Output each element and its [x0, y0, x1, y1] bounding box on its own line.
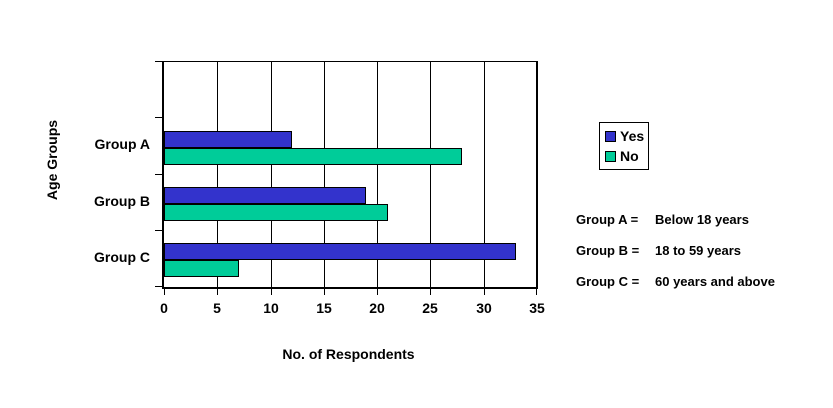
x-axis-tick-label: 5	[213, 300, 221, 316]
note-row-0: Group A = Below 18 years	[576, 204, 775, 235]
category-label-group-a: Group A	[94, 136, 150, 152]
x-axis-tick-label: 10	[263, 300, 279, 316]
major-gridline	[271, 62, 272, 287]
major-gridline	[217, 62, 218, 287]
note-text: 60 years and above	[655, 274, 775, 289]
x-axis-tick	[377, 289, 378, 295]
y-axis-tick	[155, 230, 162, 231]
bar-no-group-a	[164, 148, 462, 165]
legend-swatch-no-icon	[605, 150, 616, 162]
note-row-2: Group C = 60 years and above	[576, 266, 775, 297]
x-axis-title: No. of Respondents	[282, 346, 415, 362]
note-row-1: Group B = 18 to 59 years	[576, 235, 775, 266]
note-text: Below 18 years	[655, 212, 749, 227]
y-axis-tick	[155, 286, 162, 287]
x-axis-tick	[484, 289, 485, 295]
x-axis-tick	[164, 289, 165, 295]
bar-yes-group-c	[164, 243, 516, 260]
x-axis-tick	[217, 289, 218, 295]
bar-no-group-c	[164, 260, 239, 277]
legend: Yes No	[599, 122, 649, 170]
major-gridline	[430, 62, 431, 287]
x-axis-tick	[271, 289, 272, 295]
y-axis-title: Age Groups	[44, 119, 60, 201]
x-axis-tick	[536, 289, 537, 295]
x-axis-tick-label: 15	[316, 300, 332, 316]
bar-no-group-b	[164, 204, 388, 221]
group-definitions: Group A = Below 18 years Group B = 18 to 59…	[576, 204, 775, 297]
legend-swatch-yes-icon	[605, 130, 616, 142]
legend-item-no: No	[605, 147, 648, 165]
y-axis-tick	[155, 61, 162, 62]
major-gridline	[536, 62, 537, 287]
x-axis-tick	[324, 289, 325, 295]
note-label: Group C =	[576, 274, 640, 289]
major-gridline	[324, 62, 325, 287]
note-text: 18 to 59 years	[655, 243, 742, 258]
bar-yes-group-b	[164, 187, 366, 204]
x-axis-tick	[430, 289, 431, 295]
x-axis-tick-label: 35	[529, 300, 545, 316]
legend-label: Yes	[620, 128, 645, 144]
x-axis-tick-label: 0	[160, 300, 168, 316]
major-gridline	[377, 62, 378, 287]
x-axis-tick-label: 30	[476, 300, 492, 316]
legend-label: No	[620, 148, 639, 164]
x-axis-tick-label: 25	[422, 300, 438, 316]
y-axis-tick	[155, 117, 162, 118]
note-label: Group A =	[576, 212, 639, 227]
y-axis-tick	[155, 174, 162, 175]
category-label-group-c: Group C	[94, 249, 150, 265]
major-gridline	[484, 62, 485, 287]
category-label-group-b: Group B	[94, 193, 150, 209]
note-label: Group B =	[576, 243, 640, 258]
bar-yes-group-a	[164, 131, 292, 148]
x-axis-tick-label: 20	[369, 300, 385, 316]
legend-item-yes: Yes	[605, 127, 648, 145]
